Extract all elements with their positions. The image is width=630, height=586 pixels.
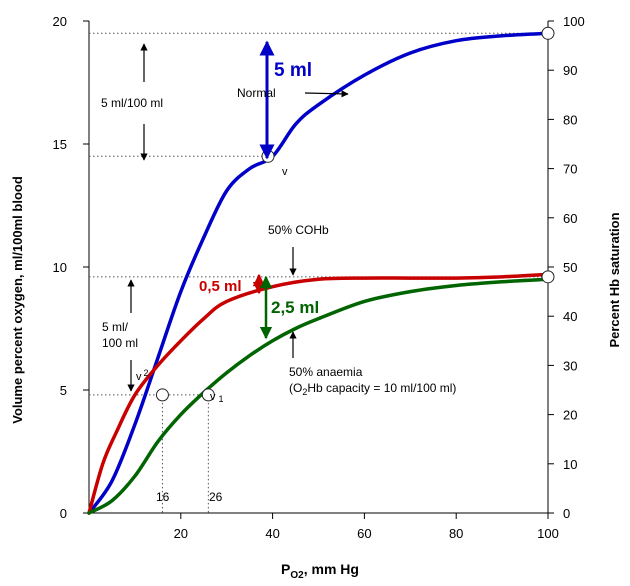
x-tick-label: 20 [174, 526, 188, 541]
label-v-point: v [282, 166, 288, 178]
series-line-50-cohb [87, 272, 550, 515]
y-left-tick-label: 10 [53, 260, 67, 275]
y-right-tick-label: 70 [563, 162, 577, 177]
y-axis-left-title: Volume percent oxygen, ml/100ml blood [10, 176, 25, 424]
y-left-tick-label: 5 [60, 383, 67, 398]
series-line-normal [87, 31, 550, 515]
y-right-tick-label: 80 [563, 112, 577, 127]
y-left-tick-label: 20 [53, 14, 67, 29]
x-tick-label: 100 [537, 526, 559, 541]
label-5ml-blue: 5 ml [274, 60, 312, 81]
label-anaemia-line2: (O2Hb capacity = 10 ml/100 ml) [289, 381, 456, 397]
ticks-layer: 20 40 60 80 100 0 5 10 15 20 0 10 20 30 40 50 60 70 80 90 10… [53, 14, 585, 541]
label-normal: Normal [237, 86, 276, 100]
y-left-tick-label: 15 [53, 137, 67, 152]
x-tick-label: 60 [357, 526, 371, 541]
y-right-tick-label: 30 [563, 358, 577, 373]
label-x16: 16 [156, 490, 170, 504]
y-axis-right-title: Percent Hb saturation [607, 212, 622, 347]
label-5ml-line1: 5 ml/ [102, 320, 129, 334]
label-5ml-line2: 100 ml [102, 336, 138, 350]
y-right-tick-label: 20 [563, 408, 577, 423]
x-tick-label: 80 [449, 526, 463, 541]
data-point-marker [201, 388, 215, 402]
label-5ml-100ml: 5 ml/100 ml [101, 96, 163, 110]
y-right-tick-label: 100 [563, 14, 585, 29]
arrow-normal [304, 90, 349, 98]
label-25ml-green: 2,5 ml [271, 298, 319, 317]
x-tick-label: 40 [265, 526, 279, 541]
y-right-tick-label: 90 [563, 63, 577, 78]
data-point-marker [541, 270, 555, 284]
label-05ml-red: 0,5 ml [199, 278, 242, 295]
y-left-tick-label: 0 [60, 506, 67, 521]
x-axis-title-subscript: O2 [290, 570, 304, 581]
guide-lines [89, 32, 548, 513]
y-right-tick-label: 0 [563, 506, 570, 521]
y-right-tick-label: 40 [563, 309, 577, 324]
y-right-tick-label: 50 [563, 260, 577, 275]
data-point-marker [541, 26, 555, 40]
y-right-tick-label: 10 [563, 457, 577, 472]
series-layer [87, 31, 550, 515]
series-line-50-anaemia [87, 277, 550, 515]
data-point-marker [155, 388, 169, 402]
x-axis-title: PO2, mm Hg [281, 561, 359, 581]
label-x26: 26 [209, 490, 223, 504]
label-anaemia-line1: 50% anaemia [289, 365, 363, 379]
label-cohb: 50% COHb [268, 223, 329, 237]
y-right-tick-label: 60 [563, 211, 577, 226]
